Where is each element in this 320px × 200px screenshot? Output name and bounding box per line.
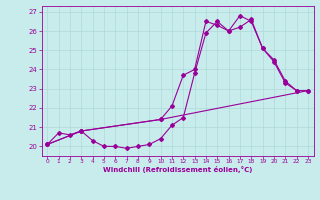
- X-axis label: Windchill (Refroidissement éolien,°C): Windchill (Refroidissement éolien,°C): [103, 166, 252, 173]
